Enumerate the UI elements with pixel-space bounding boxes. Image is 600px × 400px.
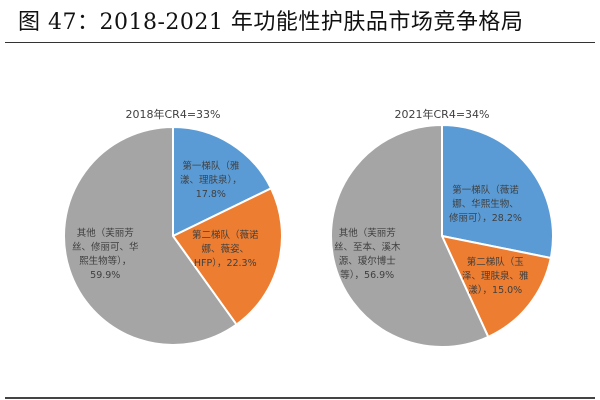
pie-2021-title: 2021年CR4=34%	[394, 108, 490, 121]
pie-slice	[63, 125, 238, 346]
top-divider	[5, 42, 595, 43]
label-2018-tier2: 第二梯队（薇诺 娜、薇姿、 HFP），22.3%	[192, 230, 259, 269]
pie-slice	[330, 123, 490, 348]
label-2021-tier1: 第一梯队（薇诺 娜、华熙生物、 修丽可），28.2%	[449, 185, 522, 224]
label-2021-tier2: 第二梯队（玉 泽、理肤泉、雅 漾），15.0%	[462, 257, 529, 296]
pie-2018-title: 2018年CR4=33%	[125, 108, 221, 121]
bottom-divider	[5, 397, 595, 399]
pie-slice	[172, 125, 273, 238]
label-2018-others: 其他（芙丽芳 丝、修丽可、华 熙生物等）， 59.9%	[72, 228, 139, 281]
pie-slice	[440, 234, 552, 339]
pie-2018	[63, 125, 283, 346]
figure-title: 图 47：2018-2021 年功能性护肤品市场竞争格局	[18, 10, 524, 35]
pie-slice	[171, 187, 283, 326]
label-2018-tier1: 第一梯队（雅 漾、理肤泉）， 17.8%	[180, 161, 242, 200]
pie-slice	[441, 123, 554, 260]
label-2021-others: 其他（芙丽芳 丝、至本、溪木 源、瑷尔博士 等），56.9%	[334, 228, 401, 281]
pie-2021	[330, 123, 554, 348]
